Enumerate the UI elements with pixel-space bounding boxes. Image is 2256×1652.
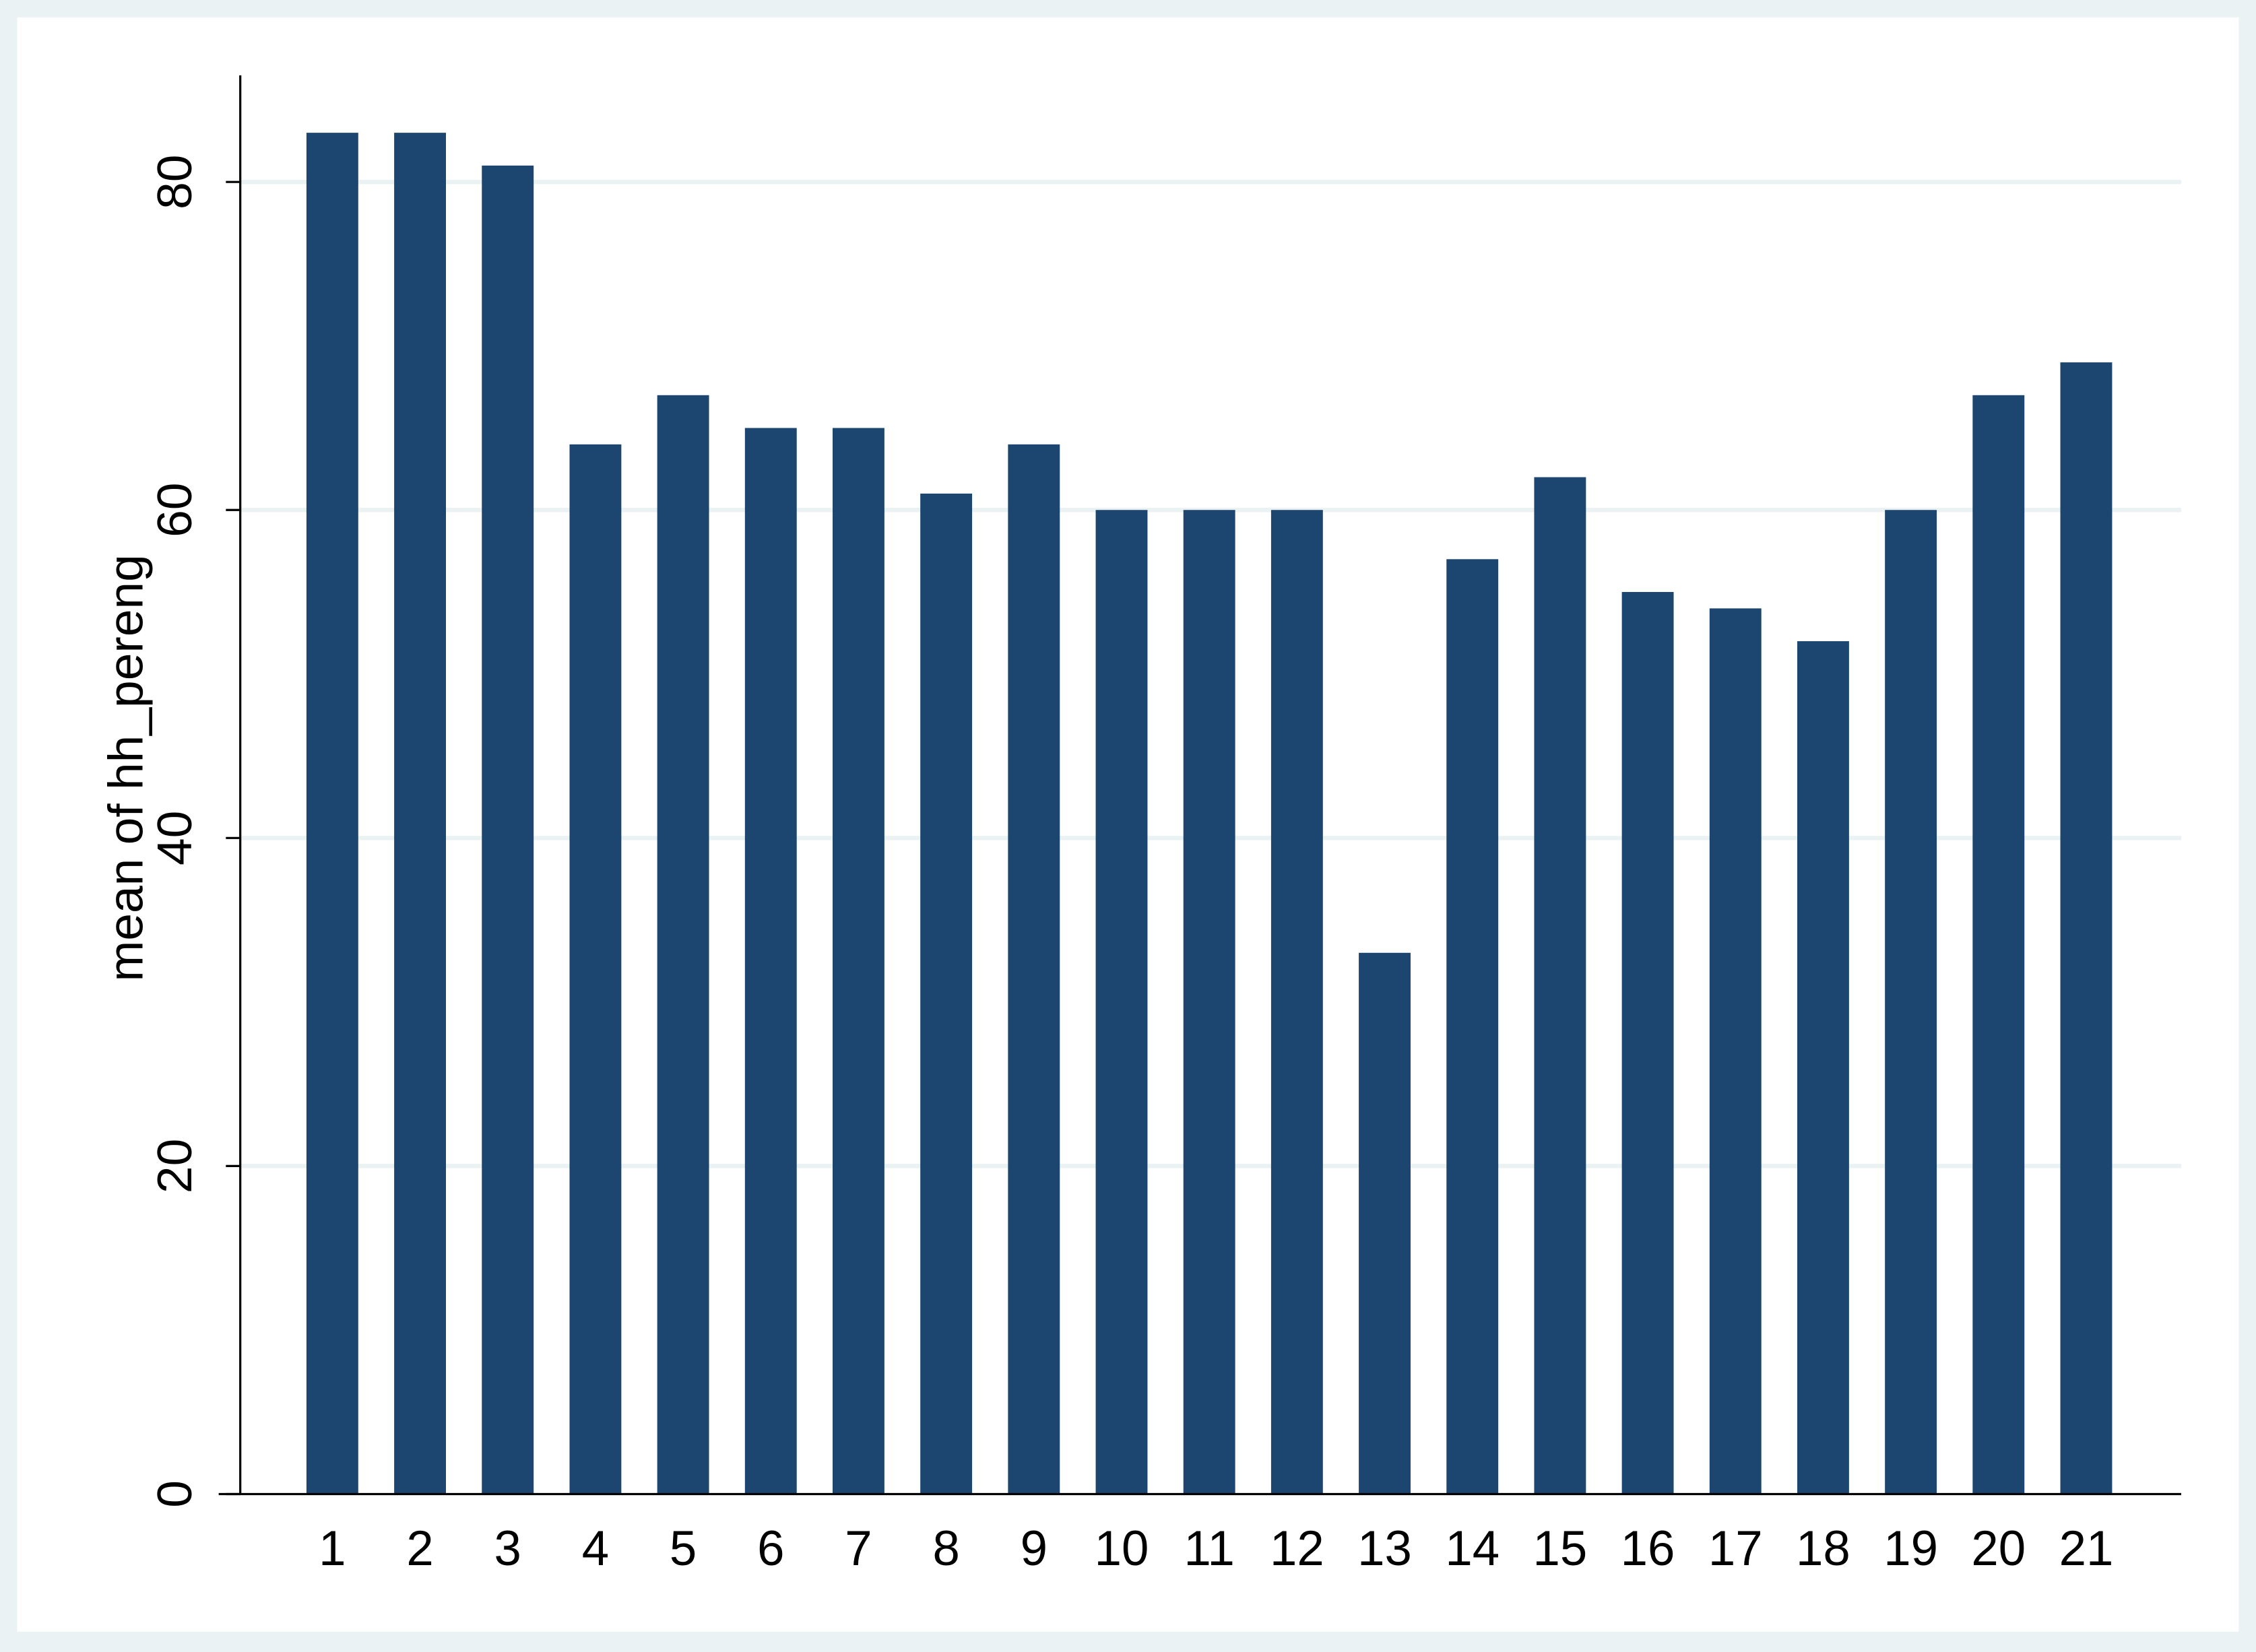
- bar: [1359, 952, 1411, 1494]
- bar: [1534, 477, 1586, 1494]
- y-tick-label: 20: [148, 1139, 202, 1193]
- y-tick-label: 40: [148, 811, 202, 865]
- x-tick-label: 17: [1708, 1521, 1763, 1576]
- x-tick-label: 11: [1184, 1521, 1234, 1576]
- bar: [306, 133, 358, 1494]
- bar: [1095, 510, 1148, 1494]
- bar: [1709, 608, 1762, 1494]
- bar: [1972, 395, 2025, 1494]
- x-tick-label: 3: [494, 1521, 521, 1576]
- bar: [1797, 641, 1849, 1494]
- x-tick-label: 12: [1270, 1521, 1324, 1576]
- y-axis-title: mean of hh_pereng: [99, 554, 154, 981]
- x-tick-label: 21: [2059, 1521, 2114, 1576]
- bar: [1885, 510, 1937, 1494]
- x-tick-label: 5: [670, 1521, 697, 1576]
- bar: [744, 428, 797, 1494]
- x-tick-label: 19: [1883, 1521, 1938, 1576]
- bar: [1270, 510, 1323, 1494]
- y-tick-label: 0: [148, 1480, 202, 1508]
- y-tick-label: 80: [148, 155, 202, 209]
- x-tick-label: 8: [932, 1521, 959, 1576]
- bar: [569, 444, 622, 1494]
- x-tick-label: 13: [1357, 1521, 1412, 1576]
- x-tick-label: 2: [406, 1521, 433, 1576]
- x-tick-label: 10: [1095, 1521, 1149, 1576]
- bar: [1008, 444, 1060, 1494]
- bar: [1446, 559, 1499, 1494]
- bar: [394, 133, 447, 1494]
- bar: [1621, 592, 1674, 1494]
- bar: [920, 493, 973, 1494]
- y-tick-label: 60: [148, 483, 202, 537]
- x-tick-label: 1: [319, 1521, 346, 1576]
- x-tick-label: 4: [582, 1521, 609, 1576]
- x-tick-label: 18: [1796, 1521, 1850, 1576]
- x-tick-label: 16: [1621, 1521, 1675, 1576]
- x-tick-label: 14: [1445, 1521, 1500, 1576]
- bar: [482, 165, 534, 1494]
- x-tick-label: 6: [757, 1521, 784, 1576]
- x-tick-label: 15: [1533, 1521, 1588, 1576]
- x-tick-label: 7: [845, 1521, 872, 1576]
- bar: [2060, 362, 2113, 1494]
- bar: [1183, 510, 1235, 1494]
- x-tick-label: 9: [1021, 1521, 1048, 1576]
- bar: [657, 395, 709, 1494]
- x-tick-label: 20: [1971, 1521, 2026, 1576]
- bar: [833, 428, 884, 1494]
